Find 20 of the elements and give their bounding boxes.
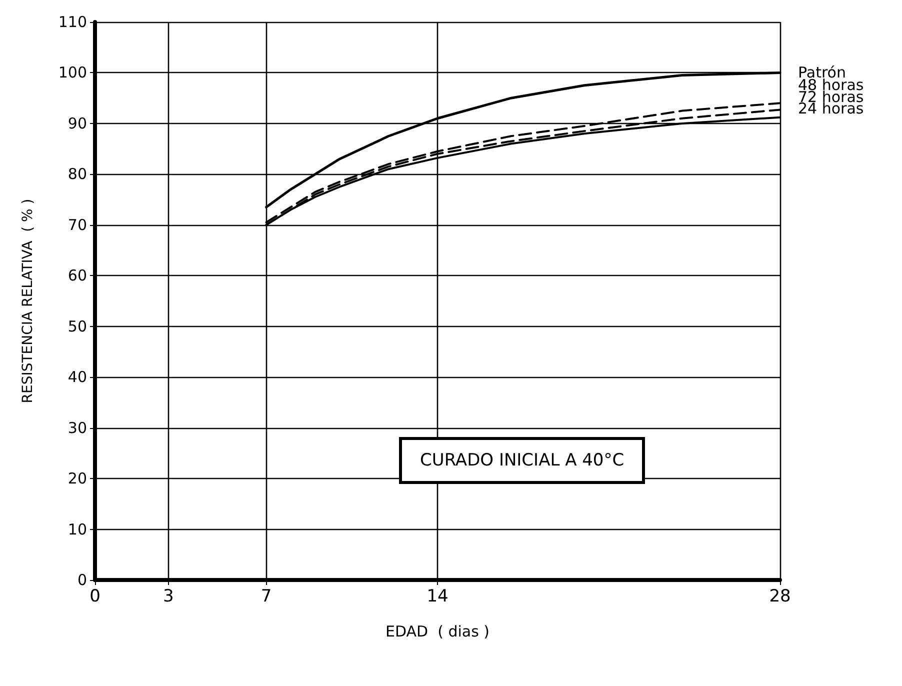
y-tick-label: 110 [58, 13, 87, 31]
y-tick-label: 70 [68, 216, 87, 234]
y-tick-label: 40 [68, 368, 87, 386]
y-tick-label: 60 [68, 266, 87, 285]
y-tick-label: 10 [68, 520, 87, 538]
annotation: CURADO INICIAL A 40°C [420, 450, 624, 470]
x-axis-title: EDAD ( dias ) [385, 622, 490, 640]
y-tick-label: 50 [68, 317, 87, 336]
y-tick-label: 0 [77, 571, 87, 589]
x-tick-label: 0 [90, 586, 100, 606]
y-tick-label: 100 [58, 64, 87, 82]
y-tick-label: 90 [68, 114, 87, 132]
y-tick-label: 20 [68, 470, 87, 488]
x-tick-label: 28 [769, 586, 791, 606]
x-tick-label: 14 [426, 586, 448, 606]
y-axis-title: RESISTENCIA RELATIVA ( % ) [20, 198, 36, 404]
y-tick-label: 80 [68, 165, 87, 184]
y-tick-label: 30 [68, 418, 87, 437]
x-tick-label: 3 [162, 586, 174, 606]
x-tick-label: 7 [260, 586, 272, 606]
